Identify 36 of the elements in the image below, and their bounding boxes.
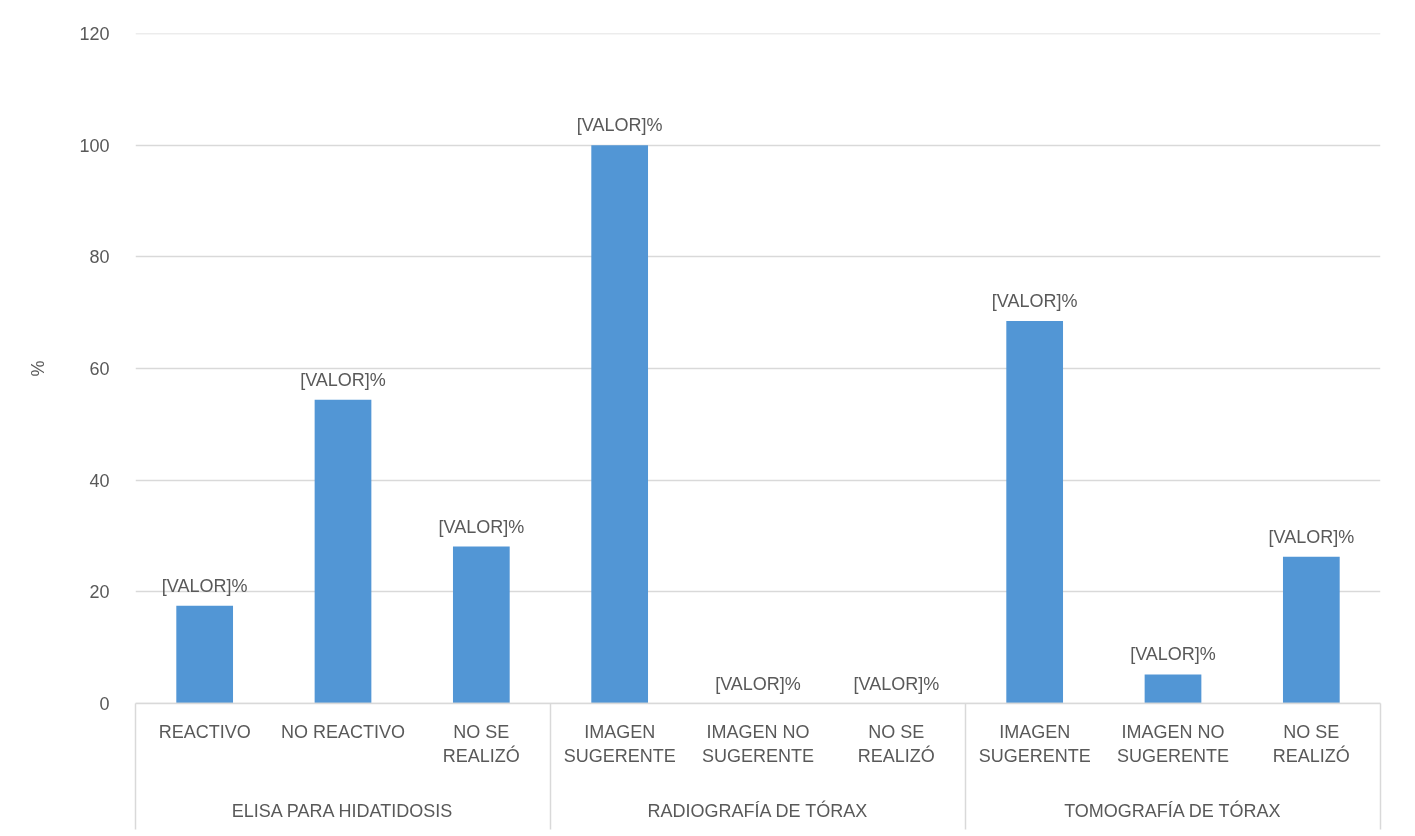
data-label: [VALOR]% xyxy=(991,291,1078,312)
x-tick-label: NO SE REALIZÓ xyxy=(442,721,520,766)
data-label: [VALOR]% xyxy=(853,673,940,694)
y-tick-label: 60 xyxy=(89,359,110,379)
x-tick-label: NO SE REALIZÓ xyxy=(857,721,935,766)
data-label: [VALOR]% xyxy=(576,115,663,136)
data-label: [VALOR]% xyxy=(1130,644,1216,665)
text: RADIOGRAFÍA DE TÓRAX xyxy=(647,799,868,821)
y-tick-label: 40 xyxy=(89,470,110,491)
x-tick-label: NO REACTIVO xyxy=(280,721,406,742)
bar xyxy=(1006,321,1064,704)
bar xyxy=(314,399,372,704)
x-tick-label: IMAGEN NO SUGERENTE xyxy=(1116,721,1230,766)
text: ELISA PARA HIDATIDOSIS xyxy=(231,800,453,821)
y-tick-label: 120 xyxy=(79,24,110,44)
x-tick-label: IMAGEN SUGERENTE xyxy=(978,721,1091,766)
x-tick-label: REACTIVO xyxy=(158,721,251,742)
x-tick-label: IMAGEN SUGERENTE xyxy=(563,721,676,766)
text: TOMOGRAFÍA DE TÓRAX xyxy=(1064,799,1281,821)
data-label: [VALOR]% xyxy=(438,516,525,537)
x-tick-label: IMAGEN NO SUGERENTE xyxy=(701,721,815,766)
data-label: [VALOR]% xyxy=(300,369,386,390)
bar xyxy=(1144,674,1202,704)
data-label: [VALOR]% xyxy=(715,673,801,694)
data-label: [VALOR]% xyxy=(161,575,248,596)
bar xyxy=(176,605,234,704)
data-label: [VALOR]% xyxy=(1268,526,1355,547)
bar xyxy=(452,546,510,704)
y-axis-title: % xyxy=(28,360,49,377)
y-tick-label: 0 xyxy=(99,694,110,714)
y-tick-label: 80 xyxy=(89,247,110,268)
y-tick-label: 100 xyxy=(79,135,110,156)
bar xyxy=(1282,556,1340,704)
x-tick-label: NO SE REALIZÓ xyxy=(1272,721,1350,766)
y-tick-label: 20 xyxy=(89,582,110,603)
bar xyxy=(591,145,649,704)
